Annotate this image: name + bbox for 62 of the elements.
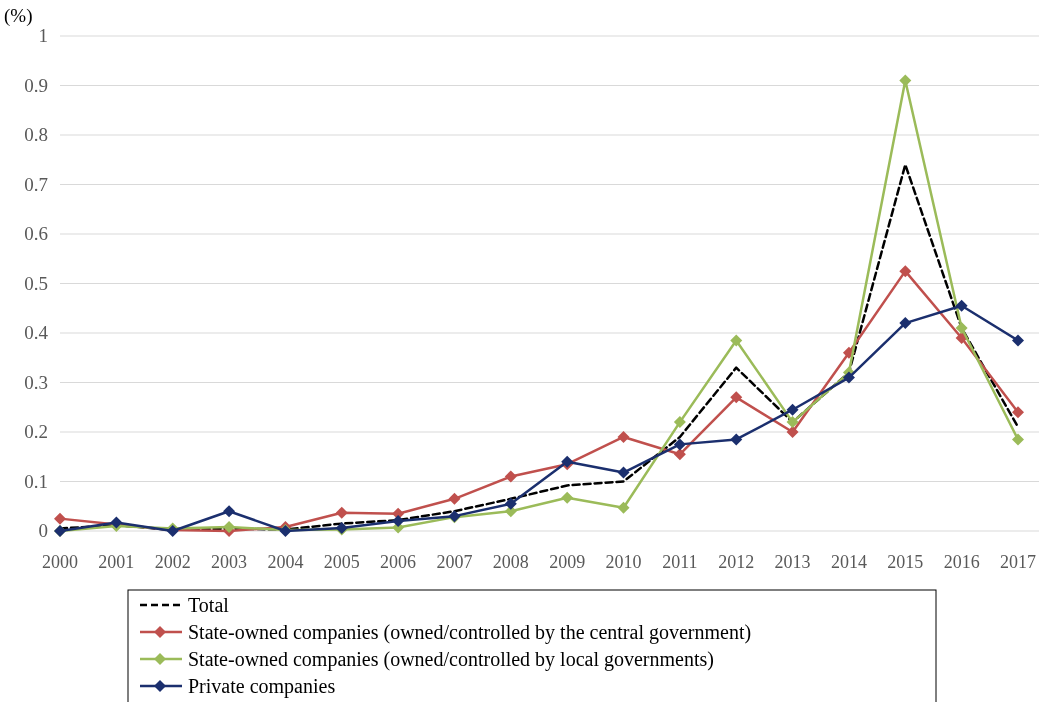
y-tick-label: 0.6 (24, 223, 48, 244)
point (392, 515, 405, 528)
y-tick-label: 1 (38, 25, 48, 46)
x-tick-label: 2004 (267, 552, 304, 572)
y-tick-label: 0.7 (24, 173, 48, 195)
x-tick-label: 2007 (436, 552, 473, 572)
point (1012, 406, 1024, 419)
x-tick-label: 2010 (605, 552, 642, 572)
y-axis-title: (%) (4, 5, 33, 27)
legend-label: Private companies (188, 675, 336, 698)
x-tick-label: 2017 (1000, 552, 1036, 572)
x-tick-label: 2011 (662, 552, 698, 572)
point (955, 322, 968, 335)
y-tick-label: 0.8 (24, 124, 48, 145)
point (335, 506, 348, 519)
point (786, 416, 799, 429)
point (730, 334, 743, 347)
x-tick-label: 2012 (718, 552, 755, 572)
x-tick-label: 2001 (98, 552, 135, 572)
y-tick-label: 0.4 (24, 322, 49, 343)
point (561, 491, 574, 504)
point (786, 426, 799, 438)
point (673, 416, 686, 429)
point (617, 501, 630, 514)
legend-label: State-owned companies (owned/controlled by local governments) (188, 648, 714, 671)
x-tick-label: 2013 (774, 552, 811, 572)
point (842, 371, 855, 384)
point (673, 438, 686, 451)
point (617, 466, 630, 479)
y-tick-label: 0.1 (24, 470, 48, 492)
y-tick-label: 0.5 (24, 272, 48, 294)
x-tick-label: 2015 (887, 552, 924, 572)
x-tick-label: 2008 (492, 552, 529, 572)
x-tick-label: 2016 (943, 552, 980, 572)
point (730, 391, 743, 404)
point (786, 403, 799, 416)
y-tick-label: 0.3 (24, 371, 48, 393)
legend-label: State-owned companies (owned/controlled by the central government) (188, 621, 752, 644)
x-tick-label: 2003 (211, 552, 248, 572)
point (673, 448, 686, 461)
point (617, 430, 630, 443)
point (54, 512, 66, 525)
point (899, 317, 912, 330)
point (504, 497, 517, 510)
y-tick-label: 0 (38, 520, 48, 541)
x-tick-label: 2006 (380, 552, 417, 572)
x-tick-label: 2000 (42, 552, 78, 572)
point (1012, 433, 1024, 446)
y-tick-label: 0.9 (24, 74, 48, 96)
y-tick-label: 0.2 (24, 421, 48, 442)
point (1012, 334, 1024, 347)
x-tick-label: 2009 (549, 552, 586, 572)
x-tick-label: 2002 (154, 552, 191, 572)
x-tick-label: 2014 (830, 552, 867, 572)
legend-label: Total (188, 594, 230, 616)
point (730, 433, 743, 446)
point (899, 265, 912, 278)
point (504, 470, 517, 483)
point (448, 492, 461, 505)
point (955, 299, 968, 312)
point (223, 505, 236, 518)
x-tick-label: 2005 (323, 552, 360, 572)
